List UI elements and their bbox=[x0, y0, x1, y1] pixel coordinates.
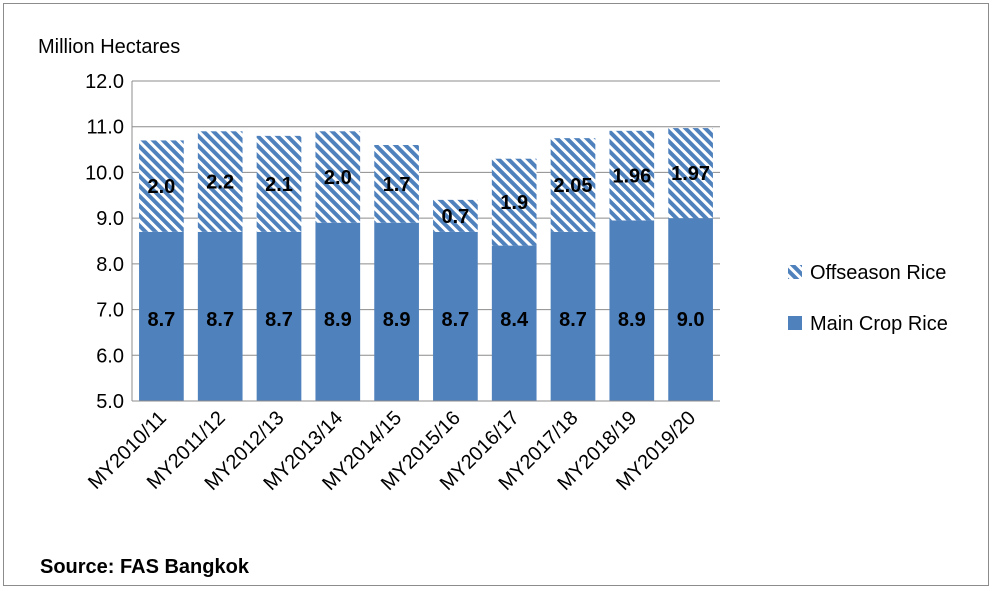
data-label-offseason: 2.1 bbox=[265, 174, 293, 196]
y-axis-title: Million Hectares bbox=[38, 36, 180, 58]
bar-offseason bbox=[609, 130, 655, 221]
legend-label-main-crop: Main Crop Rice bbox=[810, 313, 948, 335]
data-label-main-crop: 9.0 bbox=[677, 309, 705, 331]
legend-label-offseason: Offseason Rice bbox=[810, 262, 946, 284]
bar-offseason bbox=[433, 199, 478, 232]
y-tick-label: 7.0 bbox=[96, 300, 124, 322]
bar-main-crop bbox=[197, 231, 243, 401]
bar-offseason bbox=[315, 131, 361, 223]
legend-swatch-offseason bbox=[788, 265, 802, 279]
data-label-offseason: 1.9 bbox=[500, 192, 528, 214]
data-label-main-crop: 8.7 bbox=[559, 309, 587, 331]
bar-main-crop bbox=[550, 231, 596, 401]
data-label-offseason: 1.96 bbox=[612, 166, 651, 188]
bar-main-crop bbox=[609, 220, 655, 401]
data-label-main-crop: 8.7 bbox=[441, 309, 469, 331]
bar-offseason bbox=[668, 128, 713, 219]
data-label-main-crop: 8.9 bbox=[383, 309, 411, 331]
data-label-offseason: 2.0 bbox=[147, 176, 175, 198]
data-label-main-crop: 8.7 bbox=[147, 309, 175, 331]
bar-offseason bbox=[139, 140, 184, 232]
bar-offseason bbox=[374, 145, 419, 223]
chart-frame: 5.0 6.0 7.0 8.0 9.0 10.0 11.0 12.0 MY2010/11 MY20… bbox=[3, 3, 989, 586]
stacked-bar-chart: 5.06.07.08.09.010.011.012.0MY2010/11MY20… bbox=[38, 36, 948, 495]
bar-offseason bbox=[550, 138, 596, 232]
legend: Offseason Rice Main Crop Rice bbox=[788, 262, 948, 335]
bar-offseason bbox=[491, 158, 537, 246]
y-tick-label: 11.0 bbox=[87, 117, 124, 139]
data-label-main-crop: 8.4 bbox=[500, 309, 529, 331]
bars bbox=[139, 128, 713, 401]
bar-main-crop bbox=[491, 245, 537, 401]
data-label-offseason: 2.2 bbox=[206, 172, 234, 194]
bar-main-crop bbox=[433, 231, 478, 401]
bar-main-crop bbox=[139, 231, 184, 401]
bar-offseason bbox=[256, 135, 302, 232]
y-tick-label: 8.0 bbox=[96, 254, 124, 276]
source-note: Source: FAS Bangkok bbox=[40, 556, 249, 578]
data-label-offseason: 2.05 bbox=[554, 175, 593, 197]
y-tick-label: 9.0 bbox=[96, 208, 124, 230]
bar-main-crop bbox=[668, 218, 713, 401]
data-label-offseason: 2.0 bbox=[324, 167, 352, 189]
bar-main-crop bbox=[256, 231, 302, 401]
y-tick-label: 5.0 bbox=[96, 391, 124, 413]
data-label-main-crop: 8.9 bbox=[618, 309, 646, 331]
data-label-offseason: 1.7 bbox=[383, 174, 411, 196]
data-label-main-crop: 8.7 bbox=[206, 309, 234, 331]
data-label-offseason: 1.97 bbox=[671, 163, 710, 185]
bar-main-crop bbox=[374, 222, 419, 401]
data-labels: 8.7 2.0 8.7 2.2 8.7 2.1 8.9 2.0 8.9 1.7 8.7 0.7 8.4 1… bbox=[147, 163, 710, 331]
legend-swatch-main-crop bbox=[788, 316, 802, 330]
bar-main-crop bbox=[315, 222, 361, 401]
bar-offseason bbox=[197, 131, 243, 232]
data-label-offseason: 0.7 bbox=[441, 206, 469, 228]
y-tick-label: 10.0 bbox=[85, 162, 124, 184]
data-label-main-crop: 8.7 bbox=[265, 309, 293, 331]
y-tick-label: 6.0 bbox=[96, 345, 124, 367]
data-label-main-crop: 8.9 bbox=[324, 309, 352, 331]
y-tick-label: 12.0 bbox=[85, 71, 124, 93]
